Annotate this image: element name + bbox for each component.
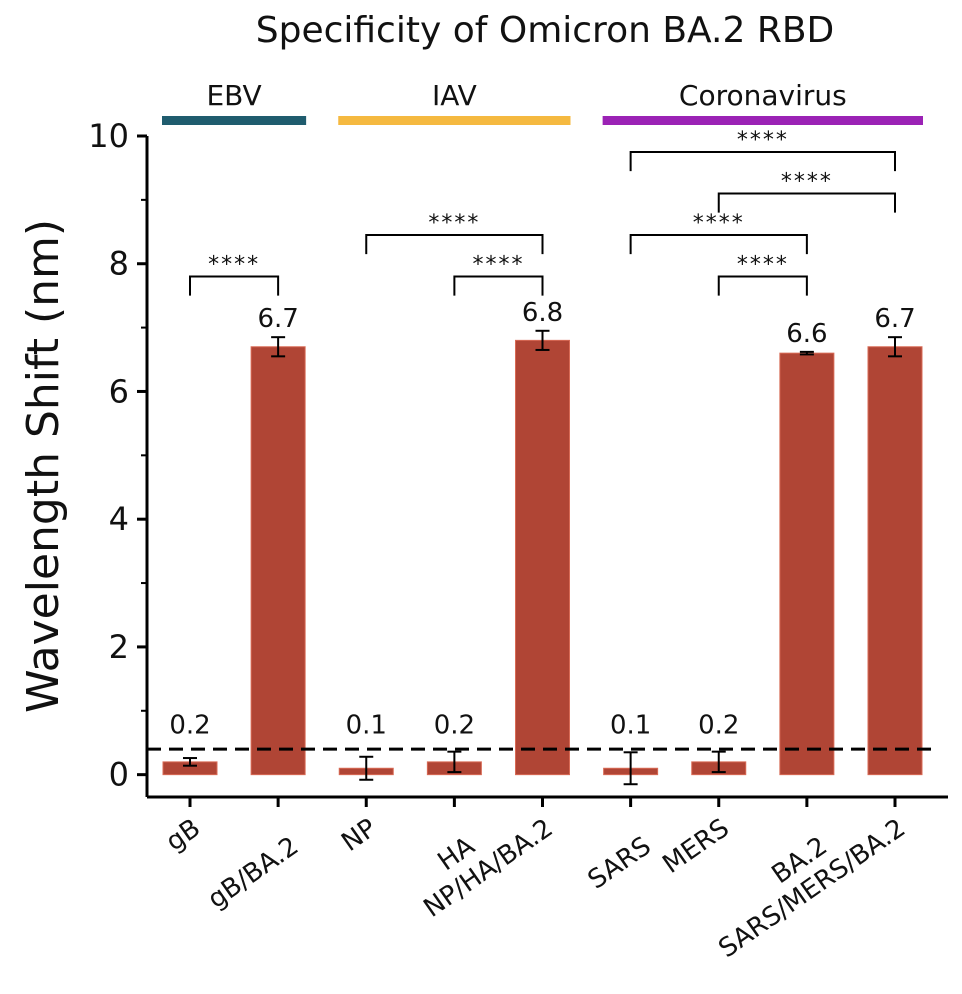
data-label-8: 6.7 — [874, 304, 915, 334]
error-bar-2 — [359, 755, 374, 781]
x-tick-label-6: MERS — [657, 813, 734, 880]
data-label-4: 6.8 — [522, 298, 563, 328]
data-label-7: 6.6 — [786, 319, 827, 349]
y-tick-label-4: 8 — [109, 245, 129, 283]
significance-bracket-6: **** — [717, 253, 808, 296]
data-label-5: 0.1 — [610, 711, 651, 741]
bar-7 — [779, 352, 835, 776]
error-bar-3 — [447, 750, 462, 774]
group-label-1: IAV — [432, 79, 477, 112]
y-tick-label-1: 2 — [109, 628, 129, 666]
significance-bracket-0: **** — [189, 253, 280, 296]
x-tick-label-4: NP/HA/BA.2 — [418, 813, 558, 924]
data-label-1: 6.7 — [257, 304, 298, 334]
significance-bracket-2: **** — [453, 253, 544, 296]
significance-label-5: **** — [693, 211, 745, 236]
x-tick-label-2: NP — [336, 813, 382, 858]
chart-title: Specificity of Omicron BA.2 RBD — [256, 10, 835, 51]
axes: 0 2 4 6 8 10 — [88, 117, 948, 807]
significance-bracket-3: **** — [629, 128, 896, 172]
significance-label-3: **** — [737, 128, 789, 153]
bars — [162, 339, 923, 776]
x-tick-label-0: gB — [161, 813, 206, 857]
error-bar-5 — [623, 751, 638, 786]
significance-label-1: **** — [428, 211, 480, 236]
x-tick-label-5: SARS — [583, 831, 657, 895]
group-headers: EBV IAV Coronavirus — [162, 79, 923, 125]
error-bar-1 — [271, 336, 286, 358]
error-bar-4 — [535, 329, 550, 351]
error-bar-8 — [888, 336, 902, 358]
significance-bracket-4: **** — [717, 169, 896, 213]
data-label-6: 0.2 — [698, 711, 739, 741]
bar-4 — [515, 339, 570, 776]
data-label-0: 0.2 — [169, 711, 210, 741]
error-bar-7 — [799, 350, 814, 356]
error-bar-6 — [711, 750, 726, 774]
bar-8 — [867, 346, 923, 776]
significance-label-4: **** — [781, 169, 833, 194]
y-axis-label: Wavelength Shift (nm) — [18, 219, 69, 713]
data-labels: 0.2 6.7 0.1 0.2 6.8 0.1 0.2 6.6 6.7 — [169, 298, 915, 741]
group-label-0: EBV — [206, 79, 261, 112]
significance-bracket-5: **** — [629, 211, 808, 255]
significance-label-2: **** — [472, 253, 524, 278]
significance-brackets: **** **** **** **** **** **** **** — [189, 128, 896, 296]
error-bars — [183, 329, 902, 786]
significance-bracket-1: **** — [365, 211, 544, 255]
significance-label-0: **** — [208, 253, 260, 278]
group-bar-2 — [602, 116, 923, 125]
bar-1 — [250, 346, 306, 776]
y-tick-label-0: 0 — [109, 756, 129, 794]
data-label-2: 0.1 — [346, 711, 387, 741]
y-tick-label-3: 6 — [109, 372, 129, 410]
error-bar-0 — [183, 757, 197, 767]
group-bar-1 — [338, 116, 571, 125]
significance-label-6: **** — [737, 253, 789, 278]
group-bar-0 — [162, 116, 307, 125]
y-tick-label-2: 4 — [109, 500, 129, 538]
y-tick-label-5: 10 — [88, 117, 129, 155]
data-label-3: 0.2 — [434, 711, 475, 741]
group-label-2: Coronavirus — [679, 79, 847, 112]
x-tick-label-1: gB/BA.2 — [202, 831, 304, 915]
